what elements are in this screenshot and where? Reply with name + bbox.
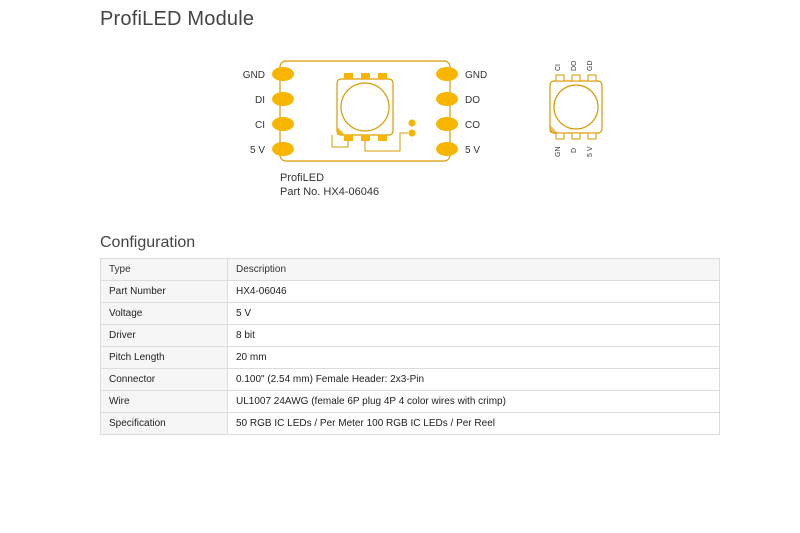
table-row: Pitch Length20 mm	[101, 347, 720, 369]
table-header: Description	[228, 259, 720, 281]
part-name: ProfiLED	[280, 171, 379, 185]
module-svg: GND DI CI 5 V GND DO CO 5 V	[100, 31, 660, 206]
solder-dot	[409, 120, 416, 127]
part-no-label: Part No.	[280, 186, 320, 198]
page-root: ProfiLED Module	[0, 0, 800, 533]
table-row: Specification50 RGB IC LEDs / Per Meter …	[101, 413, 720, 435]
pad	[272, 92, 294, 106]
cfg-val: 8 bit	[228, 325, 720, 347]
configuration-heading: Configuration	[100, 234, 800, 252]
table-header-row: Type Description	[101, 259, 720, 281]
pin-label: DO	[465, 95, 480, 106]
side-label: DO	[571, 60, 578, 71]
title-suffix: Module	[182, 8, 255, 30]
pad	[272, 67, 294, 81]
cfg-val: UL1007 24AWG (female 6P plug 4P 4 color …	[228, 391, 720, 413]
side-label: GD	[587, 61, 594, 72]
pad	[436, 117, 458, 131]
cfg-val: 5 V	[228, 303, 720, 325]
cfg-key: Driver	[101, 325, 228, 347]
table-row: Driver8 bit	[101, 325, 720, 347]
pad	[272, 142, 294, 156]
pin-label: GND	[243, 70, 265, 81]
side-label: GN	[555, 147, 562, 158]
cfg-key: Connector	[101, 369, 228, 391]
cfg-val: 0.100" (2.54 mm) Female Header: 2x3-Pin	[228, 369, 720, 391]
cfg-val: HX4-06046	[228, 281, 720, 303]
side-label: D	[571, 148, 578, 153]
pin-label: 5 V	[465, 145, 480, 156]
part-no: HX4-06046	[323, 186, 379, 198]
led-package	[337, 73, 393, 141]
cfg-key: Wire	[101, 391, 228, 413]
cfg-key: Pitch Length	[101, 347, 228, 369]
pin-label: DI	[255, 95, 265, 106]
table-row: Connector0.100" (2.54 mm) Female Header:…	[101, 369, 720, 391]
led-side-diagram: CI DO GD GN D 5 V	[550, 60, 602, 157]
title-strong: ProfiLED	[100, 8, 182, 30]
pad	[436, 67, 458, 81]
pin-label: CI	[255, 120, 265, 131]
module-diagram: GND DI CI 5 V GND DO CO 5 V	[100, 31, 660, 206]
table-row: Voltage5 V	[101, 303, 720, 325]
cfg-key: Voltage	[101, 303, 228, 325]
cfg-val: 20 mm	[228, 347, 720, 369]
pin-label: GND	[465, 70, 487, 81]
page-title: ProfiLED Module	[100, 8, 800, 31]
pad	[436, 92, 458, 106]
pad	[436, 142, 458, 156]
side-label: 5 V	[587, 146, 594, 157]
left-pin-labels: GND DI CI 5 V	[243, 70, 266, 156]
cfg-key: Specification	[101, 413, 228, 435]
pin-label: CO	[465, 120, 480, 131]
table-row: Part NumberHX4-06046	[101, 281, 720, 303]
cfg-val: 50 RGB IC LEDs / Per Meter 100 RGB IC LE…	[228, 413, 720, 435]
cfg-key: Part Number	[101, 281, 228, 303]
pad	[272, 117, 294, 131]
part-label: ProfiLED Part No. HX4-06046	[280, 171, 379, 200]
side-label: CI	[555, 64, 562, 71]
solder-dot	[409, 130, 416, 137]
table-header: Type	[101, 259, 228, 281]
table-row: WireUL1007 24AWG (female 6P plug 4P 4 co…	[101, 391, 720, 413]
right-pin-labels: GND DO CO 5 V	[465, 70, 487, 156]
pin-label: 5 V	[250, 145, 265, 156]
configuration-table: Type Description Part NumberHX4-06046 Vo…	[100, 258, 720, 435]
